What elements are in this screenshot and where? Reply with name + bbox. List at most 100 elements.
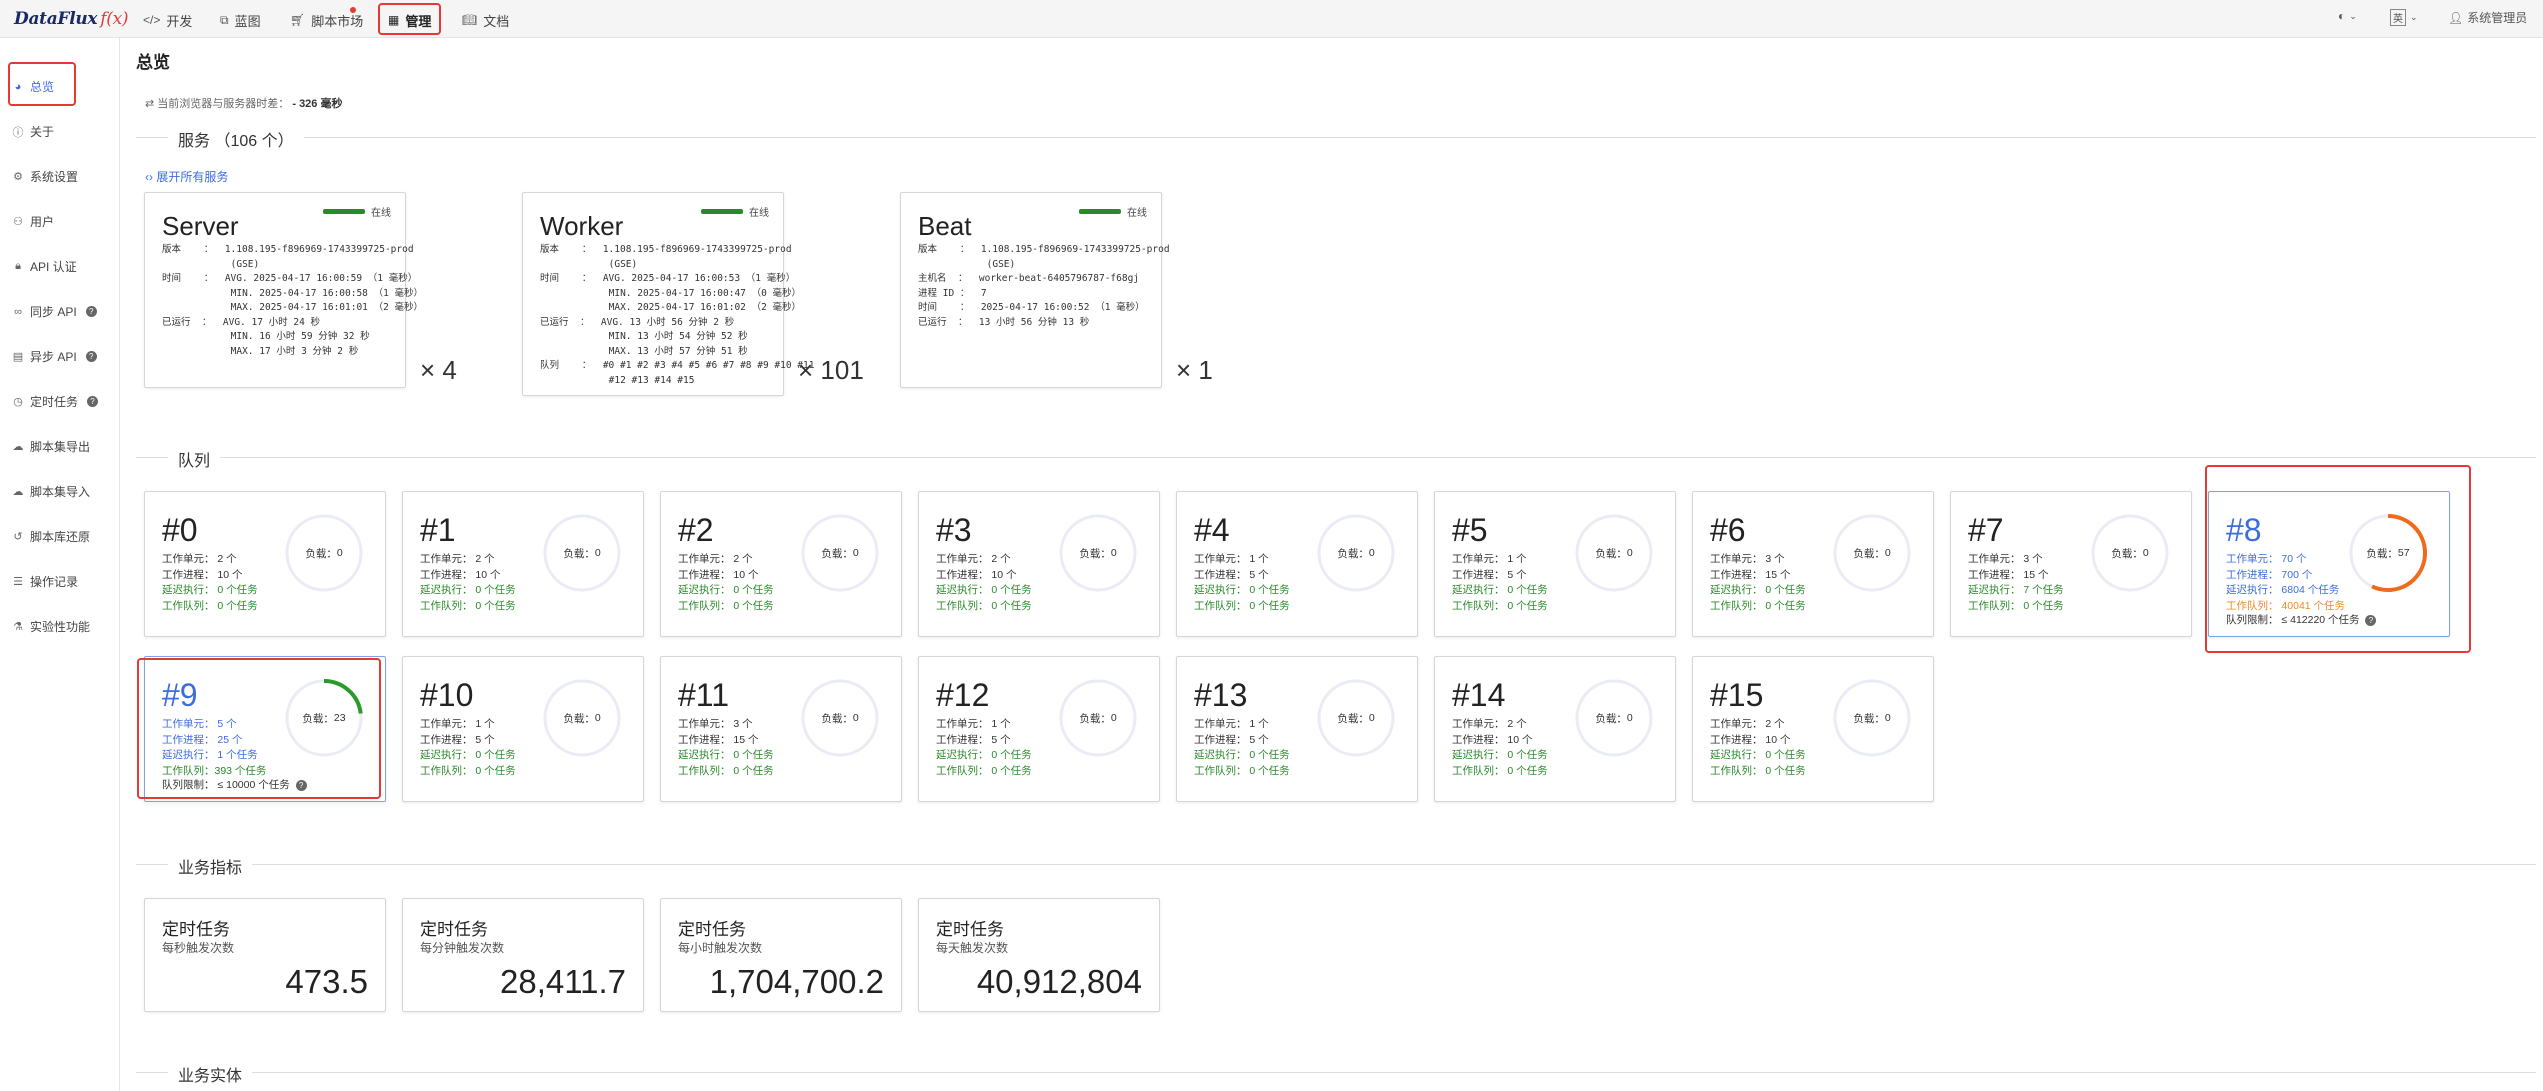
load-gauge	[801, 679, 879, 757]
queued-tasks: 工作队列： 0 个任务	[1710, 599, 1806, 612]
sidebar-item-export[interactable]: ☁ 脚本集导出	[12, 440, 91, 454]
gauge-track	[1575, 514, 1653, 592]
theme-toggle[interactable]: ◐ ⌄	[2338, 9, 2357, 23]
sidebar-item-import[interactable]: ☁ 脚本集导入	[12, 485, 91, 499]
sidebar-item-cron[interactable]: ◷ 定时任务?	[12, 393, 99, 410]
queued-tasks: 工作队列：393 个任务	[162, 764, 267, 777]
work-processes: 工作进程： 10 个	[1710, 733, 1791, 746]
language-switch[interactable]: 英 ⌄	[2390, 9, 2418, 26]
sidebar-item-settings[interactable]: ⚙ 系统设置	[13, 170, 79, 184]
nav-blueprint[interactable]: ⧉ 蓝图	[220, 12, 261, 29]
delayed-tasks: 延迟执行： 0 个任务	[678, 584, 774, 596]
time-diff-info: ⇄ 当前浏览器与服务器时差： - 326 毫秒	[145, 98, 343, 110]
queue-number: #0	[162, 512, 198, 548]
nav-script-market[interactable]: 🛒︎ 脚本市场	[290, 7, 363, 32]
queue-number: #9	[162, 677, 198, 713]
gauge-track	[1833, 679, 1911, 757]
sidebar-item-restore[interactable]: ↺ 脚本库还原	[13, 530, 91, 544]
nav-dev[interactable]: </> 开发	[143, 13, 193, 29]
section-title: 业务实体	[168, 1062, 253, 1086]
queue-stats: 工作单元： 2 个工作进程： 10 个延迟执行： 0 个任务 工作队列： 0 个任…	[1710, 717, 1806, 779]
load-gauge-label: 负载： 23	[302, 712, 346, 725]
user-icon: ⚇	[13, 216, 23, 228]
nav-docs[interactable]: 📖︎ 文档	[462, 13, 510, 29]
load-gauge	[285, 679, 363, 757]
sidebar-item-logs[interactable]: ☰ 操作记录	[13, 575, 79, 589]
queue-number: #2	[678, 512, 714, 548]
sidebar-item-overview[interactable]: ◕ 总览	[12, 78, 54, 95]
load-gauge	[1059, 514, 1137, 592]
user-menu[interactable]: 👤︎ 系统管理员	[2448, 10, 2528, 26]
help-icon[interactable]: ?	[295, 780, 307, 791]
contrast-icon: ◐	[2338, 9, 2346, 23]
section-queues: 队列	[136, 447, 2536, 471]
delayed-tasks: 延迟执行： 0 个任务	[1710, 749, 1806, 761]
queue-number: #8	[2226, 512, 2262, 548]
sidebar-item-experimental[interactable]: ⚗ 实验性功能	[13, 620, 91, 634]
nav-manage[interactable]: ▦ 管理	[388, 13, 432, 29]
metric-subtitle: 每秒触发次数	[162, 941, 235, 955]
queue-card: #15 工作单元： 2 个工作进程： 10 个延迟执行： 0 个任务 工作队列： 0…	[1692, 656, 1934, 802]
work-processes: 工作进程： 5 个	[1194, 733, 1269, 746]
queue-card: #7 工作单元： 3 个工作进程： 15 个延迟执行： 7 个任务 工作队列： 0 …	[1950, 491, 2192, 637]
work-units: 工作单元： 2 个	[420, 553, 495, 565]
gauge-track	[801, 514, 879, 592]
delayed-tasks: 延迟执行： 0 个任务	[420, 749, 516, 761]
queue-card: #4 工作单元： 1 个工作进程： 5 个延迟执行： 0 个任务 工作队列： 0 个…	[1176, 491, 1418, 637]
queued-tasks: 工作队列： 0 个任务	[420, 599, 516, 612]
gauge-track	[1317, 514, 1395, 592]
queued-tasks: 工作队列： 0 个任务	[1968, 599, 2064, 612]
load-gauge	[2349, 514, 2427, 592]
queue-stats: 工作单元： 2 个工作进程： 10 个延迟执行： 0 个任务 工作队列： 0 个任…	[420, 552, 516, 614]
metric-card: 定时任务 每秒触发次数 473.5	[144, 898, 386, 1012]
expand-all-services-link[interactable]: ‹› 展开所有服务	[145, 170, 229, 184]
online-status: 在线	[701, 204, 769, 219]
work-processes: 工作进程： 25 个	[162, 733, 243, 746]
sidebar-item-api-auth[interactable]: 🔒︎ API 认证	[12, 258, 77, 275]
sidebar-item-users[interactable]: ⚇ 用户	[13, 215, 55, 229]
gauge-track	[543, 514, 621, 592]
delayed-tasks: 延迟执行： 0 个任务	[936, 584, 1032, 596]
queue-stats: 工作单元： 5 个工作进程： 25 个延迟执行： 1 个任务 工作队列：393 个…	[162, 717, 266, 779]
help-icon[interactable]: ?	[85, 351, 97, 362]
service-name: Server	[162, 211, 239, 241]
delayed-tasks: 延迟执行： 0 个任务	[678, 749, 774, 761]
queue-number: #1	[420, 512, 456, 548]
gauge-track	[1833, 514, 1911, 592]
load-gauge	[285, 514, 363, 592]
queue-card: #14 工作单元： 2 个工作进程： 10 个延迟执行： 0 个任务 工作队列： 0…	[1434, 656, 1676, 802]
queue-card: #9 工作单元： 5 个工作进程： 25 个延迟执行： 1 个任务 工作队列：393…	[144, 656, 386, 802]
sidebar-item-sync-api[interactable]: ∞ 同步 API?	[12, 303, 97, 320]
queued-tasks: 工作队列： 0 个任务	[1194, 764, 1290, 777]
queue-number: #7	[1968, 512, 2004, 548]
section-title: 业务指标	[168, 854, 253, 878]
queue-number: #13	[1194, 677, 1248, 713]
load-gauge	[801, 514, 879, 592]
work-units: 工作单元： 2 个	[678, 553, 753, 565]
delayed-tasks: 延迟执行： 7 个任务	[1968, 584, 2064, 596]
help-icon[interactable]: ?	[87, 396, 99, 407]
load-gauge-label: 负载： 0	[305, 547, 343, 560]
service-count: × 1	[1176, 355, 1213, 385]
metric-title: 定时任务	[678, 920, 746, 939]
app-logo[interactable]: DataFlux f(x)	[14, 9, 129, 29]
cart-icon: 🛒︎	[290, 13, 306, 27]
queue-card: #8 工作单元： 70 个工作进程： 700 个延迟执行： 6804 个任务 工作队…	[2208, 491, 2450, 637]
queued-tasks: 工作队列： 0 个任务	[162, 599, 258, 612]
delayed-tasks: 延迟执行： 0 个任务	[1452, 584, 1548, 596]
load-gauge-label: 负载： 0	[1337, 712, 1375, 725]
queue-stats: 工作单元： 3 个工作进程： 15 个延迟执行： 7 个任务 工作队列： 0 个任…	[1968, 552, 2064, 614]
code-icon: ‹›	[145, 170, 153, 184]
metric-subtitle: 每小时触发次数	[678, 941, 763, 955]
help-icon[interactable]: ?	[2365, 615, 2377, 626]
help-icon[interactable]: ?	[85, 306, 97, 317]
gauge-fill	[2349, 514, 2427, 592]
dashboard-icon: ◕	[14, 80, 22, 93]
delayed-tasks: 延迟执行： 0 个任务	[1710, 584, 1806, 596]
queue-stats: 工作单元： 2 个工作进程： 10 个延迟执行： 0 个任务 工作队列： 0 个任…	[162, 552, 258, 614]
sidebar-item-about[interactable]: ⓘ 关于	[12, 125, 55, 139]
sidebar-item-async-api[interactable]: ▤ 异步 API?	[12, 348, 97, 365]
delayed-tasks: 延迟执行： 1 个任务	[162, 749, 258, 761]
queued-tasks: 工作队列： 0 个任务	[420, 764, 516, 777]
metric-card: 定时任务 每分钟触发次数 28,411.7	[402, 898, 644, 1012]
